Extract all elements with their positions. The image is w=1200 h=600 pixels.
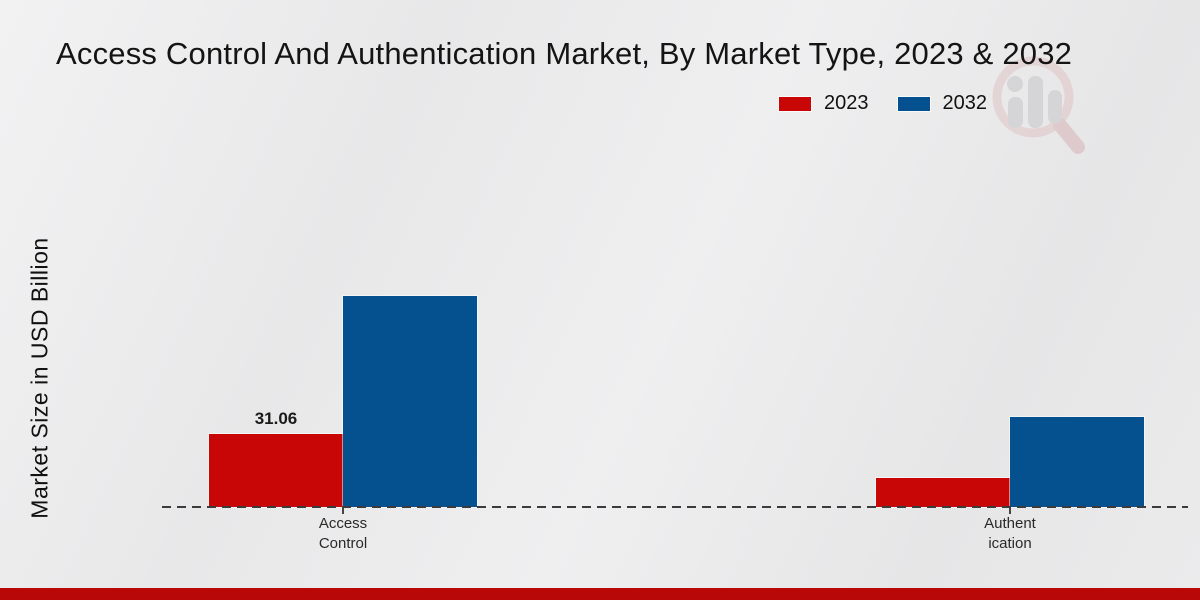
x-axis-baseline [162,506,1188,508]
category-label-line: Access [318,515,368,532]
category-label-line: ication [988,535,1032,552]
legend-label: 2023 [824,92,869,114]
legend-swatch-2023 [778,95,812,112]
bar-2032-authentication [1010,417,1144,507]
magnifier-ring-icon [992,56,1074,138]
bar-2032-access-control [343,296,477,507]
category-label-line: Control [318,535,368,552]
bar-value-label: 31.06 [254,409,298,428]
logo-bar-tall-icon [1028,76,1043,128]
x-axis-tick [1009,508,1011,514]
legend-label: 2032 [942,92,988,114]
bar-2023-authentication [876,478,1010,507]
bar-2023-access-control [209,434,343,507]
legend-swatch-2032 [896,95,931,112]
watermark-logo [992,56,1085,154]
legend-item-2023: 2023 [778,92,869,115]
footer-accent-band [0,588,1200,600]
logo-dot-icon [1007,76,1023,92]
logo-bar-mid-icon [1048,90,1062,124]
legend-item-2032: 2032 [896,92,988,115]
category-label-line: Authent [984,515,1036,532]
x-axis-tick [342,508,344,514]
legend: 2023 2032 [778,92,987,115]
category-label-access-control: Access Control [263,514,423,554]
logo-bar-short-icon [1008,97,1023,128]
chart-title: Access Control And Authentication Market… [56,36,1073,71]
magnifier-handle-icon [1053,118,1085,154]
category-label-authentication: Authent ication [930,514,1090,554]
